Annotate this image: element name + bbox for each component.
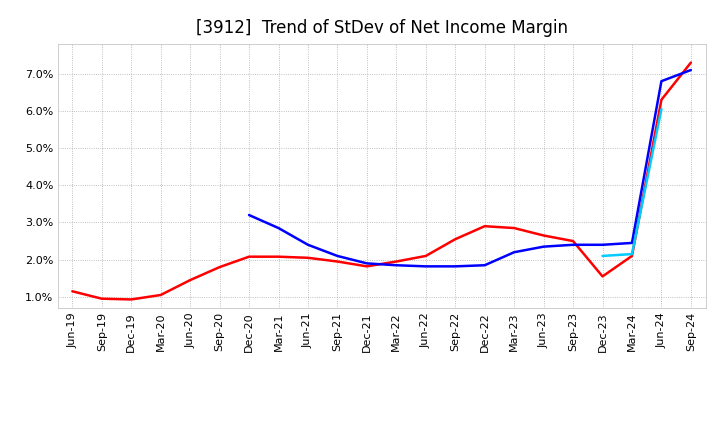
3 Years	[304, 255, 312, 260]
Line: 3 Years: 3 Years	[72, 62, 691, 300]
5 Years	[539, 244, 548, 249]
3 Years	[628, 253, 636, 259]
5 Years	[333, 253, 342, 259]
3 Years	[68, 289, 76, 294]
3 Years	[539, 233, 548, 238]
3 Years	[569, 238, 577, 244]
Title: [3912]  Trend of StDev of Net Income Margin: [3912] Trend of StDev of Net Income Marg…	[196, 19, 567, 37]
3 Years	[245, 254, 253, 259]
5 Years	[480, 263, 489, 268]
3 Years	[687, 60, 696, 65]
7 Years	[657, 106, 666, 112]
3 Years	[186, 278, 194, 283]
Line: 7 Years: 7 Years	[603, 109, 662, 256]
3 Years	[156, 292, 165, 297]
3 Years	[333, 259, 342, 264]
5 Years	[451, 264, 459, 269]
5 Years	[274, 225, 283, 231]
3 Years	[392, 259, 400, 264]
5 Years	[598, 242, 607, 247]
3 Years	[510, 225, 518, 231]
7 Years	[628, 251, 636, 257]
3 Years	[480, 224, 489, 229]
5 Years	[392, 263, 400, 268]
3 Years	[215, 264, 224, 270]
5 Years	[304, 242, 312, 247]
5 Years	[363, 261, 372, 266]
3 Years	[451, 237, 459, 242]
3 Years	[657, 97, 666, 103]
3 Years	[363, 264, 372, 269]
5 Years	[687, 67, 696, 73]
7 Years	[598, 253, 607, 259]
5 Years	[510, 249, 518, 255]
5 Years	[657, 79, 666, 84]
Line: 5 Years: 5 Years	[249, 70, 691, 266]
3 Years	[97, 296, 106, 301]
5 Years	[245, 213, 253, 218]
5 Years	[569, 242, 577, 247]
3 Years	[127, 297, 135, 302]
3 Years	[274, 254, 283, 259]
3 Years	[598, 274, 607, 279]
5 Years	[628, 240, 636, 246]
5 Years	[421, 264, 430, 269]
3 Years	[421, 253, 430, 259]
